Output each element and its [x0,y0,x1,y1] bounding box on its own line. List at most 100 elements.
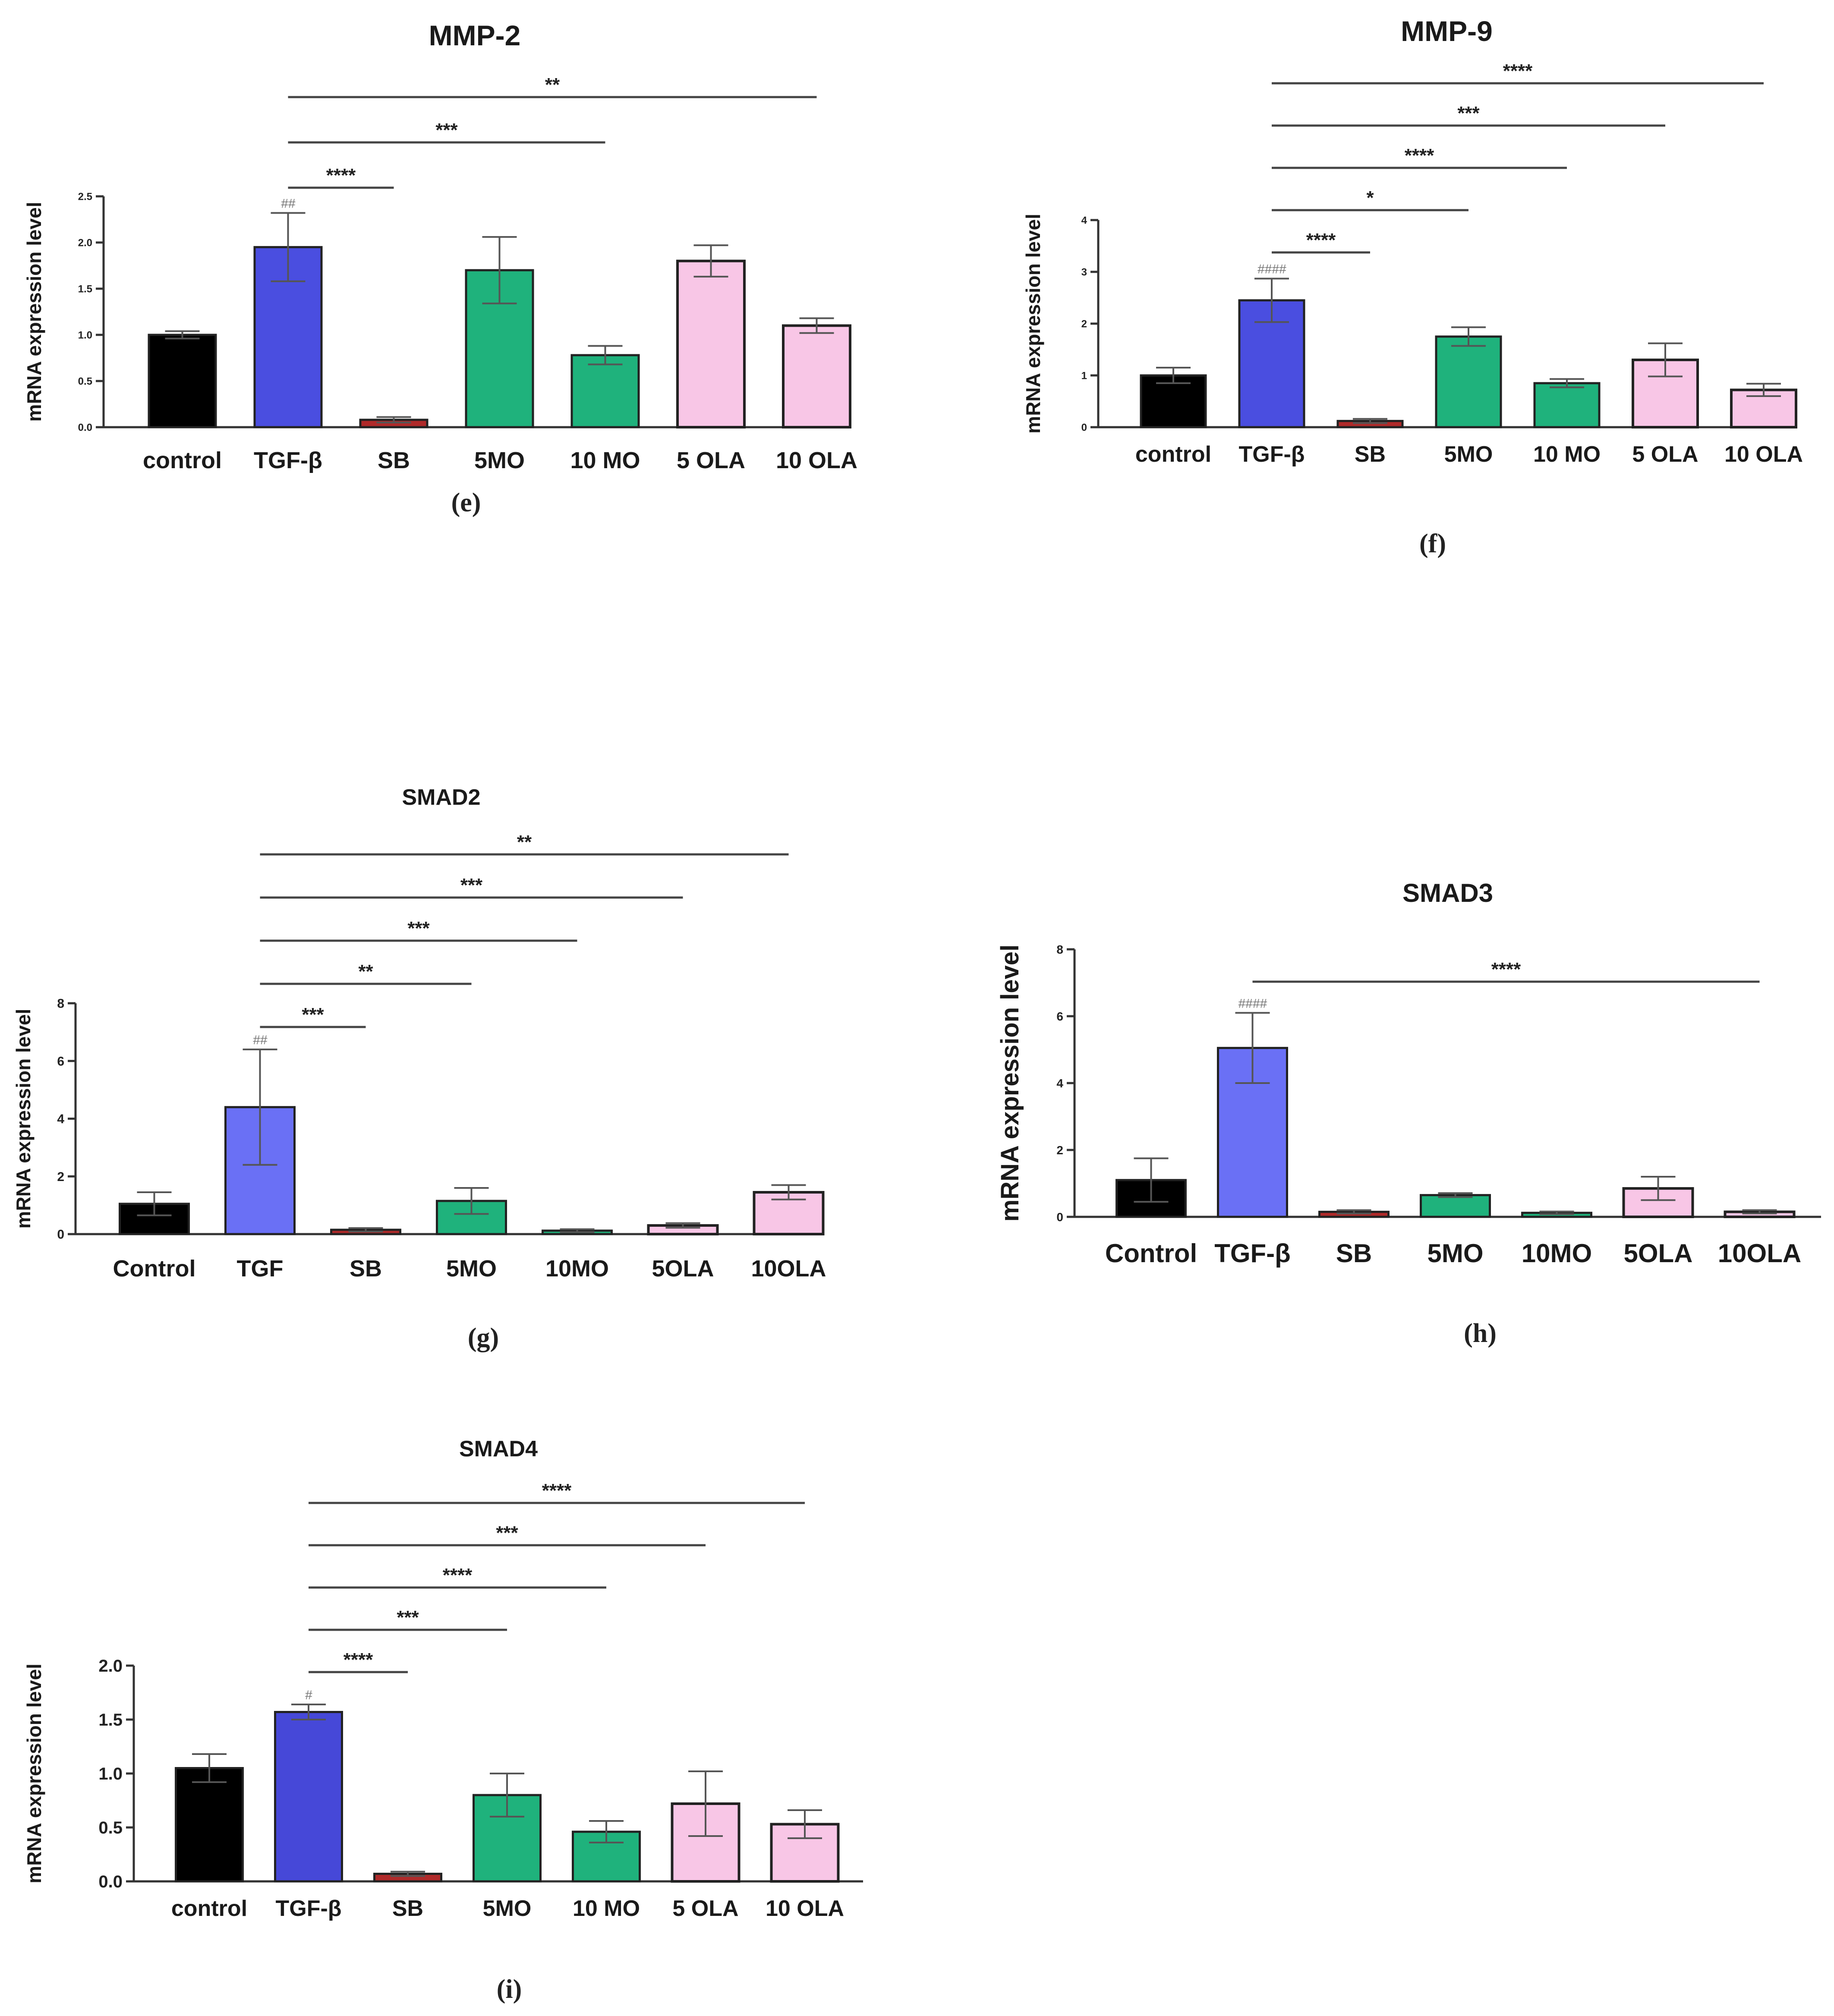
y-tick-label: 1.5 [78,283,92,295]
y-tick-label: 4 [1081,214,1087,226]
significance-label: **** [343,1649,373,1670]
bar-chart-g: SMAD2 mRNA expression level 0 2 4 6 8 Control TG… [12,785,826,1282]
significance-label: **** [1503,60,1533,82]
category-label: 5OLA [1623,1239,1692,1268]
bar-chart-h: SMAD3 mRNA expression level 0 2 4 6 8 Control TG… [996,879,1821,1268]
category-label: 10MO [545,1256,609,1282]
y-tick-label: 2 [1081,318,1087,330]
hash-significance-label: ## [253,1033,268,1047]
panel-label-e: (e) [451,488,481,517]
category-label: 10 OLA [1724,442,1803,467]
chart-title: SMAD4 [459,1436,538,1462]
category-label: SB [1355,442,1386,467]
bar-h-3 [1420,1194,1491,1218]
bar-chart-e: MMP-2 mRNA expression level 0.0 0.5 1.0 1.5 2.… [23,19,857,473]
y-tick-label: 6 [57,1054,64,1068]
significance-label: *** [460,875,483,896]
y-tick-label: 0.5 [78,375,92,387]
bar-e-6 [782,324,851,428]
significance-label: **** [1306,230,1336,251]
bar-chart-f: MMP-9 mRNA expression level 0 1 2 3 4 control TG… [1022,15,1803,467]
significance-label: **** [1405,145,1434,166]
significance-label: **** [1491,959,1521,980]
category-label: 10OLA [751,1256,826,1282]
chart-title: MMP-9 [1401,15,1493,47]
category-label: TGF-β [275,1896,341,1921]
chart-title: SMAD2 [402,785,480,810]
bar-i-1 [274,1711,343,1883]
y-tick-label: 0 [1081,422,1087,433]
category-label: control [171,1896,247,1921]
bar-e-0 [148,334,217,428]
y-tick-label: 2.5 [78,191,92,202]
category-label: 5 OLA [677,447,745,473]
panel-label-h: (h) [1464,1319,1497,1348]
significance-label: ** [517,832,532,853]
category-label: Control [113,1256,196,1282]
significance-label: ** [545,74,560,95]
y-tick-label: 8 [57,997,64,1011]
significance-label: **** [326,165,356,186]
chart-title: MMP-2 [429,19,521,51]
significance-label: *** [397,1607,419,1628]
significance-label: **** [542,1480,572,1501]
category-label: 5MO [1444,442,1493,467]
category-label: control [143,447,222,473]
category-label: TGF-β [1238,442,1305,467]
y-tick-label: 0.0 [78,422,92,433]
category-label: 5MO [1427,1239,1483,1268]
hash-significance-label: #### [1238,996,1267,1011]
category-label: 10MO [1522,1239,1592,1268]
y-axis-label: mRNA expression level [23,202,45,422]
category-label: 10 OLA [766,1896,844,1921]
category-label: Control [1105,1239,1197,1268]
category-label: 10 MO [1533,442,1601,467]
significance-label: **** [443,1565,473,1586]
y-tick-label: 1 [1081,370,1087,381]
category-label: 5 OLA [672,1896,738,1921]
hash-significance-label: #### [1257,262,1286,277]
y-axis-label: mRNA expression level [1022,214,1044,434]
hash-significance-label: # [305,1688,312,1702]
significance-label: * [1366,187,1374,208]
bar-chart-i: SMAD4 mRNA expression level 0.0 0.5 1.0 1.5 2.… [23,1436,863,1921]
y-tick-label: 1.0 [98,1764,123,1783]
y-tick-label: 3 [1081,266,1087,278]
y-tick-label: 2 [1056,1143,1063,1157]
y-tick-label: 4 [1056,1077,1063,1090]
y-tick-label: 0.5 [98,1818,123,1837]
chart-panel-i: SMAD4 mRNA expression level 0.0 0.5 1.0 1.5 2.… [0,1424,885,2016]
hash-significance-label: ## [281,197,296,211]
y-tick-label: 6 [1056,1010,1063,1023]
category-label: 5MO [483,1896,532,1921]
category-label: 10 OLA [776,447,857,473]
y-tick-label: 1.5 [98,1710,123,1729]
category-label: 5OLA [652,1256,714,1282]
y-axis-label: mRNA expression level [12,1009,35,1229]
y-axis-label: mRNA expression level [996,945,1024,1222]
category-label: control [1135,442,1211,467]
significance-label: *** [407,918,430,939]
bar-e-5 [676,259,746,428]
category-label: 5MO [446,1256,497,1282]
category-label: SB [378,447,410,473]
bar-i-0 [175,1767,244,1883]
bar-e-4 [570,354,640,428]
y-tick-label: 0 [57,1228,64,1242]
panel-label-g: (g) [467,1323,499,1352]
y-axis-label: mRNA expression level [23,1663,45,1884]
category-label: 10 MO [570,447,640,473]
bar-f-4 [1533,382,1601,428]
y-tick-label: 2 [57,1170,64,1184]
y-tick-label: 0.0 [98,1872,123,1891]
y-tick-label: 2.0 [98,1657,123,1676]
significance-label: *** [435,120,458,141]
y-tick-label: 4 [57,1112,64,1126]
panel-label-f: (f) [1419,529,1446,558]
category-label: 5MO [474,447,525,473]
y-tick-label: 1.0 [78,329,92,341]
chart-title: SMAD3 [1402,879,1493,907]
y-tick-label: 8 [1056,943,1063,956]
significance-label: *** [1457,103,1480,124]
chart-panel-e: MMP-2 mRNA expression level 0.0 0.5 1.0 1.5 2.… [0,0,898,561]
